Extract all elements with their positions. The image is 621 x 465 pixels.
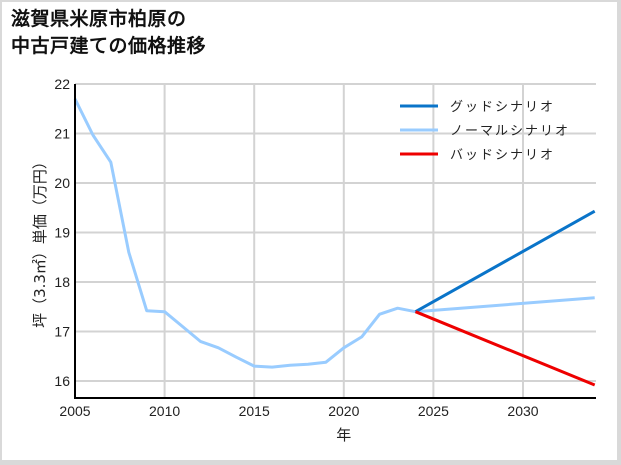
chart-title: 滋賀県米原市柏原の 中古戸建ての価格推移 [11, 6, 206, 60]
x-axis-label: 年 [336, 426, 351, 444]
chart-title-line2: 中古戸建ての価格推移 [11, 35, 207, 57]
x-tick-label: 2005 [59, 403, 90, 419]
x-tick-label: 2030 [507, 403, 538, 419]
y-tick-label: 19 [54, 225, 70, 241]
x-tick-label: 2025 [418, 403, 449, 419]
y-tick-label: 16 [54, 373, 70, 389]
y-tick-label: 22 [54, 76, 70, 92]
legend-label: グッドシナリオ [450, 100, 555, 115]
data-lines [73, 98, 596, 387]
chart-frame [2, 2, 617, 460]
y-tick-label: 20 [54, 175, 70, 191]
series-line [73, 98, 595, 369]
series-line [414, 310, 596, 387]
legend-label: バッドシナリオ [450, 148, 555, 163]
y-tick-label: 17 [54, 324, 70, 340]
axes [74, 84, 596, 399]
tick-labels: 2005 2010 2015 2020 2025 2030 16 17 18 19 20 21 22 [54, 76, 538, 419]
y-tick-label: 18 [54, 274, 70, 290]
grid-lines [74, 83, 596, 398]
x-tick-label: 2015 [239, 403, 270, 419]
y-tick-label: 21 [54, 126, 70, 142]
x-tick-label: 2020 [328, 403, 359, 419]
chart-title-line1: 滋賀県米原市柏原の [11, 8, 187, 30]
legend-label: ノーマルシナリオ [450, 124, 570, 139]
x-tick-label: 2010 [149, 403, 180, 419]
series-line [414, 209, 596, 314]
y-axis-label: 坪（3.3㎡）単価（万円） [31, 154, 49, 328]
